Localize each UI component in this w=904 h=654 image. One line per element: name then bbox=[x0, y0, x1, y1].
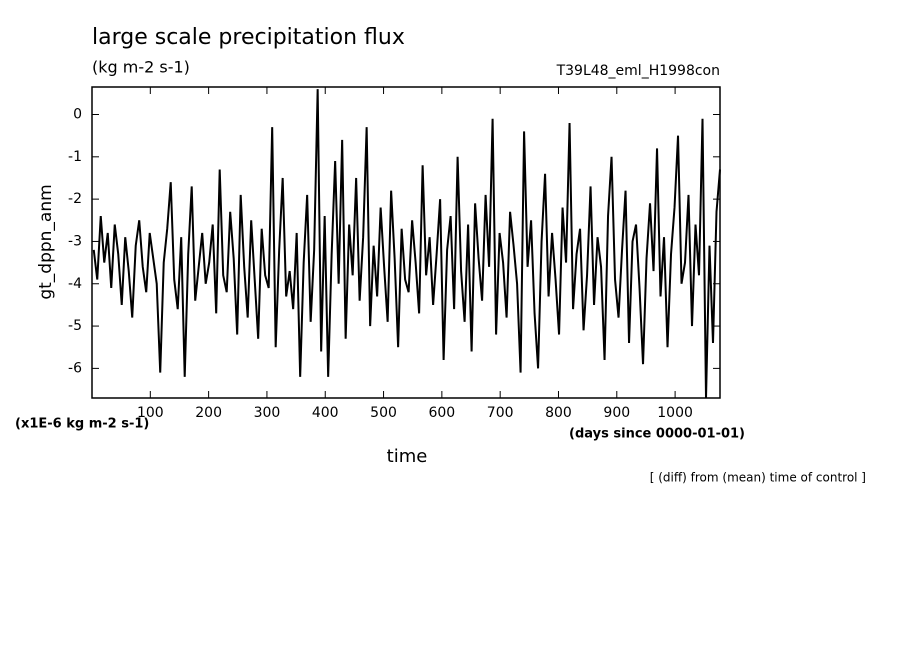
x-tick-label: 500 bbox=[370, 405, 397, 421]
run-label: T39L48_eml_H1998con bbox=[556, 63, 720, 79]
y-tick-label: -4 bbox=[68, 276, 82, 292]
x-tick-label: 300 bbox=[254, 405, 281, 421]
chart-title: large scale precipitation flux bbox=[92, 25, 405, 50]
y-tick-label: -6 bbox=[68, 360, 82, 376]
x-unit: (days since 0000-01-01) bbox=[569, 427, 745, 442]
data-line bbox=[92, 89, 721, 399]
x-tick-label: 800 bbox=[545, 405, 572, 421]
y-tick-label: 0 bbox=[73, 107, 82, 123]
chart-subtitle: (kg m-2 s-1) bbox=[92, 58, 190, 77]
y-axis-label: gt_dppn_anm bbox=[36, 184, 56, 299]
y-tick-label: -3 bbox=[68, 233, 82, 249]
x-tick-label: 100 bbox=[137, 405, 164, 421]
x-axis-label: time bbox=[387, 446, 428, 467]
x-tick-label: 1000 bbox=[657, 405, 693, 421]
x-tick-label: 900 bbox=[603, 405, 630, 421]
x-tick-label: 400 bbox=[312, 405, 339, 421]
x-tick-label: 700 bbox=[487, 405, 514, 421]
y-unit: (x1E-6 kg m-2 s-1) bbox=[15, 417, 149, 432]
note: [ (diff) from (mean) time of control ] bbox=[650, 471, 866, 485]
y-tick-label: -2 bbox=[68, 191, 82, 207]
y-tick-label: -5 bbox=[68, 318, 82, 334]
x-tick-label: 200 bbox=[195, 405, 222, 421]
plot-frame bbox=[91, 86, 721, 399]
y-tick-label: -1 bbox=[68, 149, 82, 165]
x-tick-label: 600 bbox=[428, 405, 455, 421]
